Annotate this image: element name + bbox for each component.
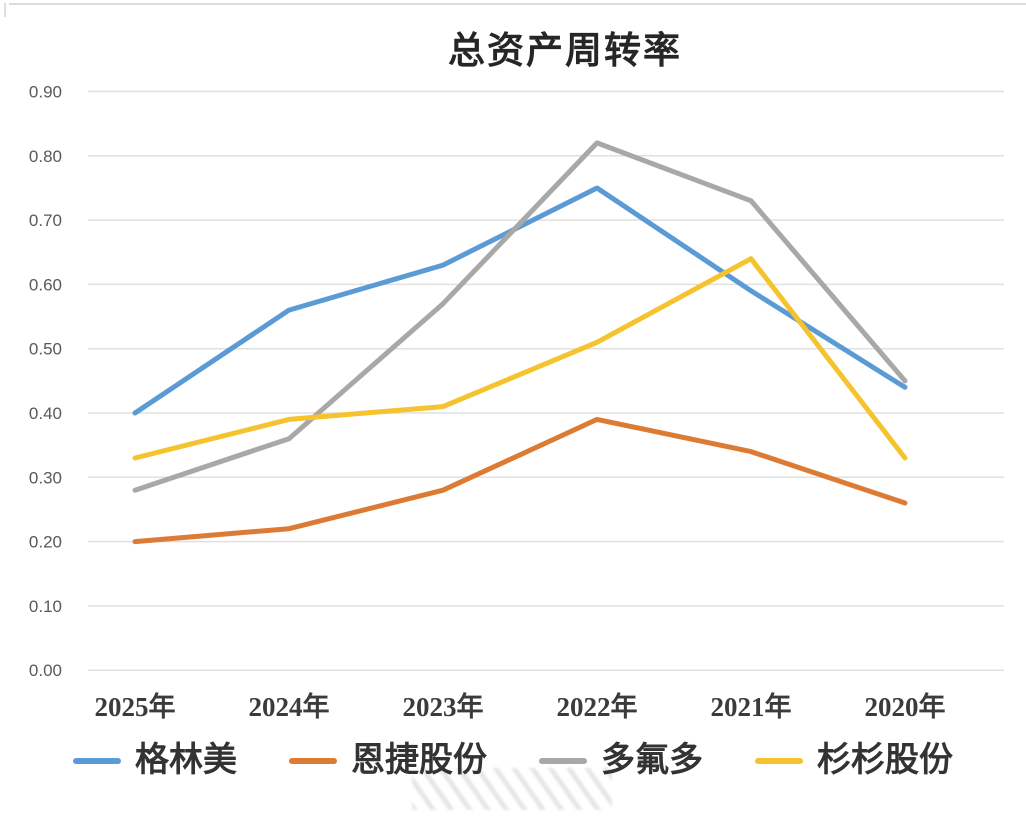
x-axis-label: 2020年: [865, 691, 946, 722]
x-axis-label: 2025年: [95, 691, 176, 722]
y-tick-label: 0.10: [29, 597, 62, 616]
legend-swatch: [73, 758, 121, 764]
chart-legend: 格林美 恩捷股份 多氟多 杉杉股份: [0, 744, 1026, 778]
x-axis-label: 2023年: [403, 691, 484, 722]
y-tick-label: 0.40: [29, 404, 62, 423]
y-tick-label: 0.30: [29, 468, 62, 487]
chart-title: 总资产周转率: [448, 31, 682, 72]
series-line-1: [132, 416, 908, 545]
y-tick-label: 0.70: [29, 211, 62, 230]
y-tick-label: 0.20: [29, 533, 62, 552]
x-axis-label: 2024年: [249, 691, 330, 722]
y-tick-label: 0.50: [29, 340, 62, 359]
x-axis-label: 2021年: [711, 691, 792, 722]
line-chart-plot: 0.00 0.10 0.20 0.30 0.40 0.50 0.60 0.70 0.80 0.90…: [29, 83, 1004, 722]
card-top-border: [9, 3, 1026, 5]
y-tick-label: 0.60: [29, 275, 62, 294]
y-tick-label: 0.80: [29, 147, 62, 166]
legend-swatch: [539, 758, 587, 764]
legend-item-1: 恩捷股份: [289, 744, 487, 778]
legend-item-2: 多氟多: [539, 744, 703, 778]
legend-item-0: 格林美: [73, 744, 237, 778]
x-axis-label: 2022年: [557, 691, 638, 722]
series-line-2: [132, 140, 908, 493]
legend-label: 多氟多: [601, 742, 703, 779]
legend-label: 格林美: [135, 742, 237, 779]
card-left-border: [4, 3, 6, 17]
legend-swatch: [289, 758, 337, 764]
legend-label: 杉杉股份: [817, 742, 953, 779]
legend-swatch: [755, 758, 803, 764]
legend-label: 恩捷股份: [351, 742, 487, 779]
series-line-3: [132, 256, 908, 461]
legend-item-3: 杉杉股份: [755, 744, 953, 778]
y-tick-label: 0.90: [29, 83, 62, 102]
y-tick-label: 0.00: [29, 661, 62, 680]
